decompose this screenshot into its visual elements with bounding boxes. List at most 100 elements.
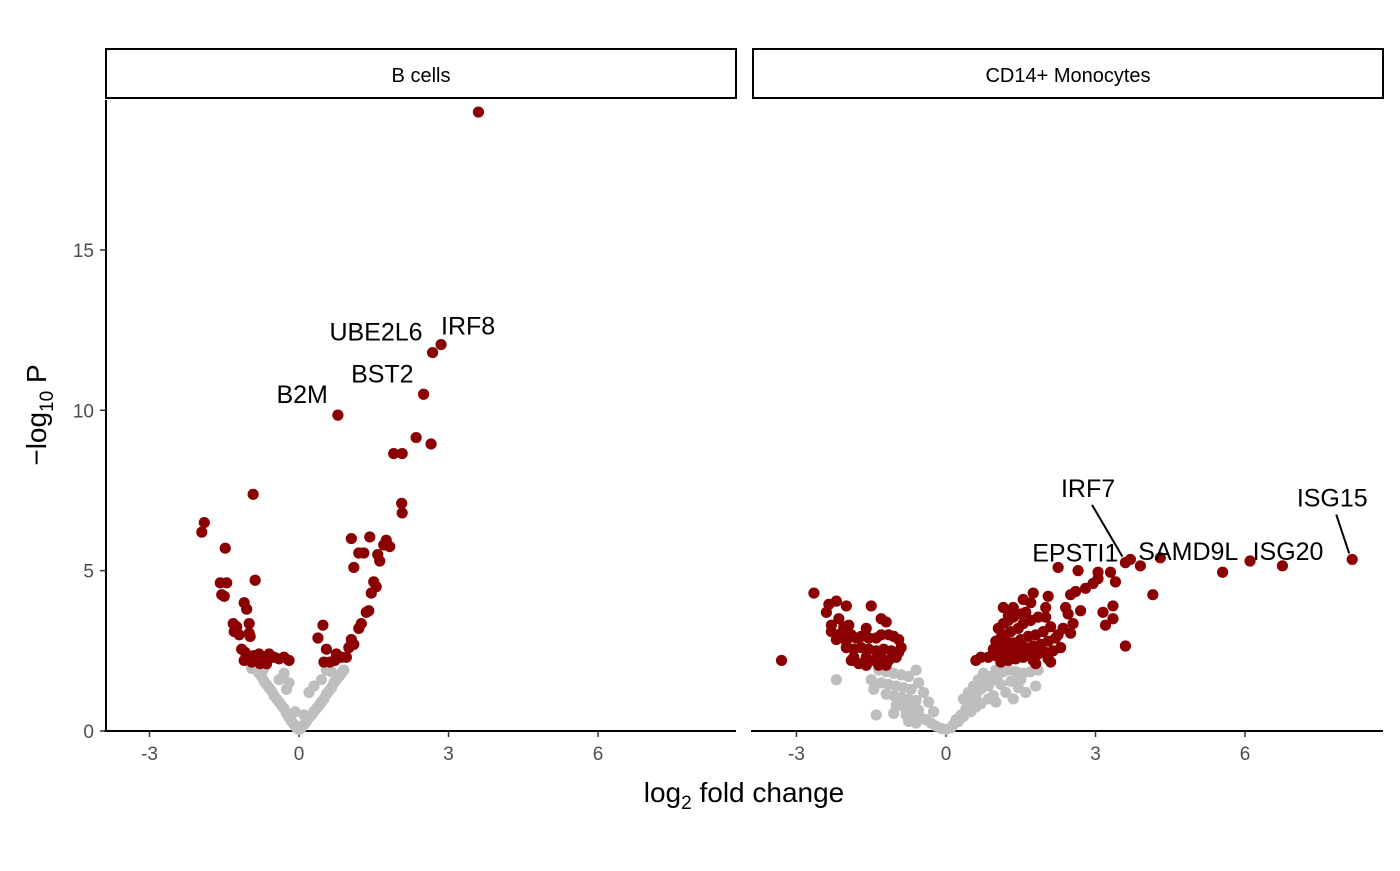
point-not-significant	[910, 694, 922, 707]
point-significant	[1107, 613, 1119, 625]
x-tick-label: -3	[788, 744, 805, 765]
point-not-significant	[965, 706, 977, 718]
label-leader-line	[1091, 504, 1124, 558]
point-significant	[1065, 589, 1077, 601]
point-significant	[895, 642, 907, 654]
point-not-significant	[990, 696, 1002, 708]
x-tick-label: 6	[1240, 744, 1251, 765]
point-not-significant	[917, 686, 930, 699]
point-significant	[219, 542, 231, 554]
point-significant	[860, 659, 872, 671]
point-significant	[317, 619, 329, 631]
point-not-significant	[1020, 686, 1032, 699]
point-significant	[329, 654, 341, 667]
point-significant	[1002, 609, 1014, 622]
gene-label: SAMD9L	[1138, 538, 1238, 566]
point-significant	[218, 590, 230, 602]
point-not-significant	[995, 678, 1007, 691]
point-significant	[241, 603, 253, 615]
point-significant	[196, 526, 208, 538]
point-significant	[1346, 553, 1358, 566]
x-tick-label: 6	[593, 744, 604, 765]
point-significant	[880, 616, 892, 628]
point-significant	[1119, 640, 1132, 652]
point-not-significant	[298, 709, 310, 721]
point-significant	[261, 658, 273, 670]
point-not-significant	[830, 674, 842, 686]
point-significant	[340, 651, 352, 663]
point-not-significant	[922, 696, 935, 708]
point-significant	[358, 547, 370, 559]
point-significant	[860, 622, 872, 634]
point-significant	[1027, 654, 1039, 667]
point-not-significant	[1030, 680, 1042, 692]
point-significant	[890, 651, 902, 663]
point-significant	[249, 574, 261, 586]
point-significant	[1052, 629, 1064, 641]
gene-label: ISG15	[1297, 485, 1368, 513]
point-significant	[283, 654, 295, 667]
point-significant	[1007, 601, 1019, 614]
point-significant	[1107, 600, 1119, 612]
point-significant	[1040, 611, 1052, 623]
point-not-significant	[977, 667, 989, 679]
point-significant	[1052, 561, 1064, 574]
point-significant	[808, 587, 820, 599]
point-significant	[345, 532, 357, 545]
point-not-significant	[325, 666, 337, 678]
point-significant	[364, 531, 376, 543]
point-significant	[244, 630, 256, 642]
point-not-significant	[975, 698, 987, 710]
x-axis-title: log2 fold change	[644, 777, 845, 814]
point-significant	[435, 338, 447, 351]
point-significant	[1134, 560, 1146, 572]
point-significant	[830, 634, 842, 646]
point-not-significant	[289, 706, 301, 718]
panel-points	[196, 106, 485, 735]
point-significant	[1276, 560, 1289, 572]
point-significant	[1154, 552, 1166, 564]
facet-strip	[105, 48, 737, 99]
point-significant	[843, 619, 855, 631]
point-significant	[997, 601, 1009, 614]
point-significant	[880, 659, 892, 671]
point-significant	[1104, 566, 1117, 578]
gene-label: EPSTI1	[1032, 539, 1118, 567]
point-significant	[418, 388, 430, 400]
gene-label: IRF8	[441, 313, 495, 341]
point-not-significant	[905, 683, 917, 695]
point-significant	[840, 600, 852, 612]
point-significant	[775, 654, 788, 667]
point-significant	[1217, 566, 1229, 578]
facet-strip	[752, 48, 1384, 99]
point-significant	[1067, 617, 1079, 630]
point-significant	[221, 577, 233, 589]
point-significant	[865, 600, 877, 612]
point-not-significant	[273, 674, 285, 686]
point-not-significant	[927, 706, 940, 718]
point-not-significant	[280, 683, 293, 695]
point-significant	[388, 447, 400, 460]
point-significant	[396, 507, 408, 519]
point-significant	[1040, 601, 1052, 614]
point-significant	[233, 629, 245, 641]
point-significant	[472, 106, 485, 118]
x-tick-label: 3	[1090, 744, 1101, 765]
gene-label: ISG20	[1253, 538, 1324, 566]
point-significant	[1244, 555, 1256, 567]
point-not-significant	[952, 715, 965, 727]
gene-label: UBE2L6	[329, 319, 422, 347]
point-significant	[833, 613, 845, 625]
point-not-significant	[888, 707, 900, 719]
point-not-significant	[870, 709, 882, 721]
label-leader-line	[1335, 514, 1351, 554]
point-significant	[1027, 587, 1039, 599]
point-significant	[1099, 619, 1112, 631]
point-significant	[425, 438, 437, 450]
point-significant	[396, 497, 408, 509]
point-significant	[353, 622, 365, 634]
point-significant	[332, 409, 344, 421]
point-not-significant	[910, 717, 922, 729]
point-not-significant	[315, 674, 328, 686]
